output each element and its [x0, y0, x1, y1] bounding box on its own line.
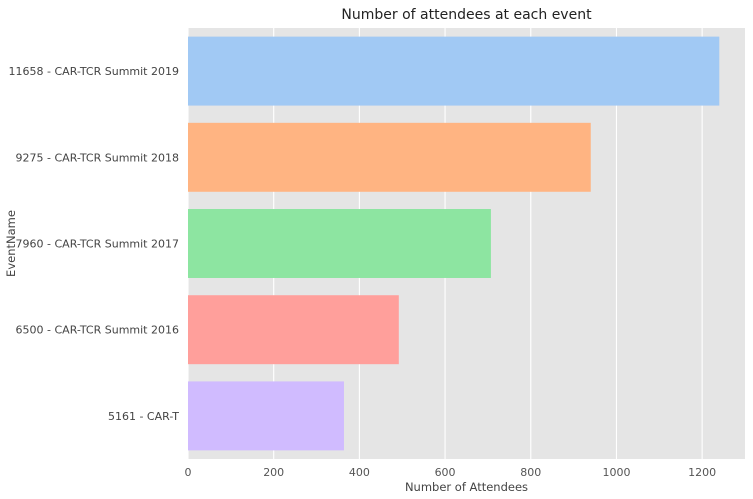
y-tick-labels: 11658 - CAR-TCR Summit 2019 9275 - CAR-TC… [9, 65, 180, 423]
y-tick-label: 5161 - CAR-T [108, 410, 179, 423]
bar [188, 36, 720, 106]
x-tick-label: 400 [349, 466, 370, 479]
chart-title: Number of attendees at each event [341, 7, 592, 23]
x-tick-labels: 0 200 400 600 800 1000 1200 [185, 466, 717, 479]
y-tick-label: 6500 - CAR-TCR Summit 2016 [16, 324, 179, 337]
x-tick-label: 800 [520, 466, 541, 479]
bar [188, 295, 399, 365]
x-tick-label: 200 [263, 466, 284, 479]
y-axis-label: EventName [4, 210, 18, 277]
x-tick-label: 600 [435, 466, 456, 479]
bar [188, 209, 491, 278]
y-tick-label: 9275 - CAR-TCR Summit 2018 [16, 151, 179, 164]
x-axis-label: Number of Attendees [405, 480, 528, 494]
y-tick-label: 7960 - CAR-TCR Summit 2017 [16, 238, 179, 251]
bars [188, 36, 720, 451]
x-tick-label: 0 [185, 466, 192, 479]
bar [188, 122, 591, 192]
bar [188, 381, 344, 451]
x-tick-label: 1200 [688, 466, 716, 479]
y-tick-label: 11658 - CAR-TCR Summit 2019 [9, 65, 179, 78]
x-tick-label: 1000 [602, 466, 630, 479]
